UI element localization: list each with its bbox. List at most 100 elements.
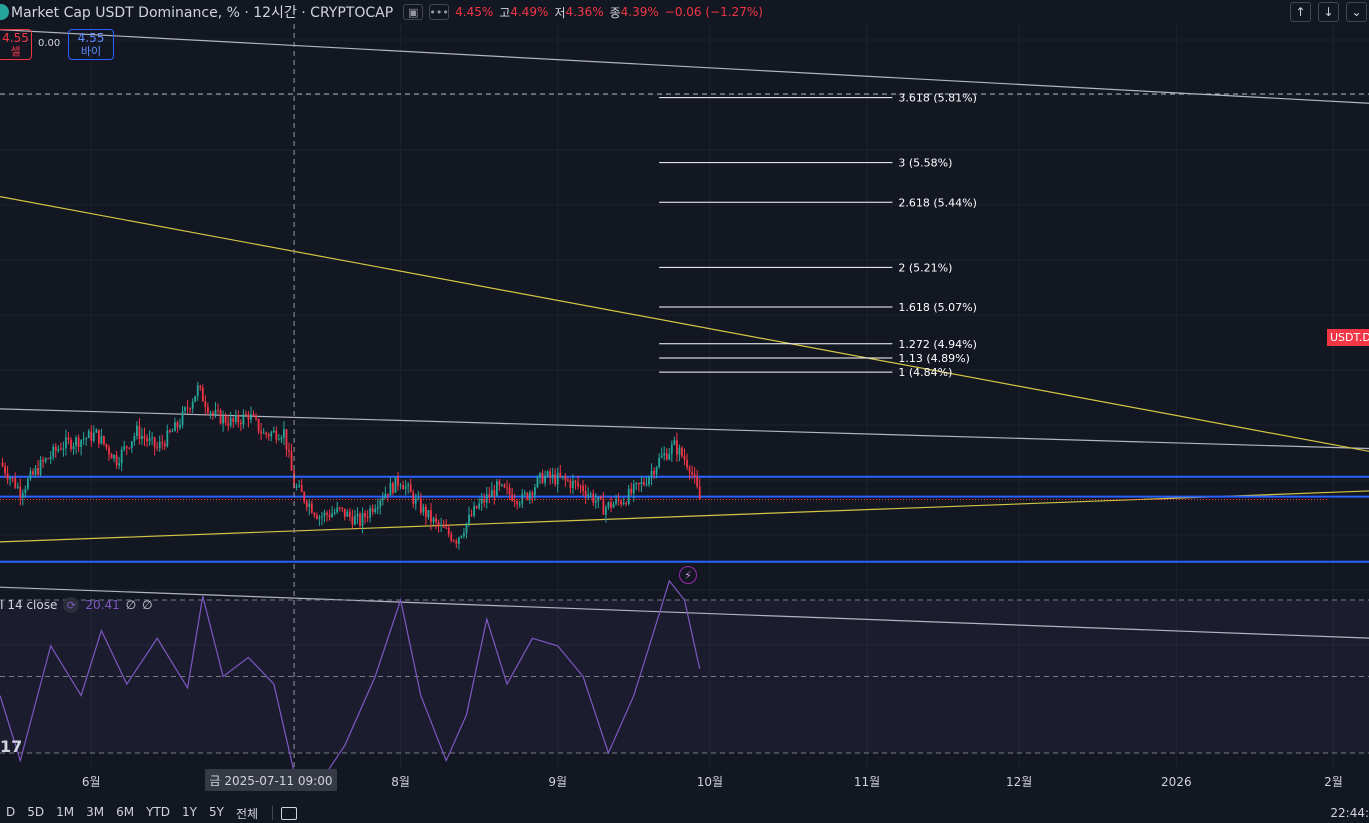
ohlc-open: 4.45% — [455, 5, 494, 19]
candle-body — [374, 508, 377, 512]
candle-body — [196, 385, 199, 397]
candle-body — [455, 540, 458, 544]
candle-body — [346, 511, 349, 517]
symbol-title[interactable]: Market Cap USDT Dominance, % · 12시간 · CR… — [11, 5, 394, 21]
trendlines — [0, 29, 1369, 639]
candle-body — [460, 535, 463, 538]
range-button[interactable]: YTD — [146, 804, 171, 819]
candle-body — [359, 514, 361, 526]
fib-level-label: 3 (5.58%) — [898, 157, 952, 170]
candle-body — [72, 445, 75, 450]
candle-body — [100, 436, 103, 444]
range-button[interactable]: 1M — [56, 804, 75, 819]
candle-body — [414, 498, 417, 504]
candle-body — [19, 486, 22, 498]
candle-body — [549, 471, 552, 478]
candle-body — [620, 500, 623, 505]
candle-body — [206, 407, 209, 413]
candle-body — [262, 432, 265, 434]
x-tick-label: 8월 — [391, 775, 410, 789]
candle-body — [470, 514, 473, 516]
symbol-logo-icon — [0, 4, 9, 20]
range-button[interactable]: 6M — [116, 804, 135, 819]
x-tick-label: 10월 — [697, 775, 723, 789]
candle-body — [39, 460, 42, 475]
candle-body — [475, 506, 478, 509]
candle-body — [392, 482, 394, 493]
candle-body — [556, 472, 559, 485]
range-button[interactable]: 5D — [27, 804, 45, 819]
candle-body — [321, 516, 323, 518]
candle-body — [508, 487, 511, 495]
candle-body — [57, 448, 60, 451]
candle-body — [528, 492, 531, 500]
candle-body — [643, 482, 645, 485]
candle-body — [283, 429, 285, 438]
sell-button[interactable]: 4.55 셀 — [0, 29, 32, 60]
candle-body — [635, 482, 638, 485]
candle-body — [323, 512, 326, 517]
range-button[interactable]: 1Y — [182, 804, 197, 819]
arrow-up-icon[interactable]: ↑ — [1290, 2, 1311, 22]
candle-body — [285, 429, 288, 450]
tradingview-logo-icon[interactable]: 17 — [0, 737, 23, 756]
range-button[interactable]: 5Y — [209, 804, 224, 819]
fib-level-label: 2 (5.21%) — [898, 261, 952, 274]
calendar-icon[interactable] — [281, 806, 298, 820]
range-button[interactable]: D — [6, 804, 16, 819]
candle-body — [569, 480, 572, 488]
candle-body — [490, 490, 493, 498]
candle-body — [594, 500, 597, 503]
sell-price: 4.55 — [2, 31, 29, 45]
candle-body — [559, 472, 562, 477]
candle-body — [232, 417, 235, 422]
candle-body — [70, 439, 72, 450]
candle-body — [686, 459, 688, 468]
candle-body — [174, 422, 176, 432]
candle-body — [275, 430, 278, 440]
candle-body — [465, 523, 468, 534]
buy-button[interactable]: 4.55 바이 — [68, 29, 114, 60]
candle-body — [204, 401, 207, 408]
range-button[interactable]: 3M — [86, 804, 105, 819]
rsi-line — [0, 579, 701, 785]
candle-body — [82, 439, 85, 441]
candle-body — [153, 437, 156, 448]
candle-body — [181, 410, 184, 426]
candle-body — [120, 449, 123, 464]
candle-body — [648, 477, 650, 485]
candle-body — [554, 474, 557, 485]
candle-body — [128, 447, 131, 449]
candle-body — [49, 456, 52, 459]
candle-body — [361, 513, 364, 526]
candle-body — [381, 498, 384, 501]
candle-body — [156, 447, 159, 449]
rsi-legend-label[interactable]: I 14 close — [0, 598, 58, 612]
candle-body — [407, 484, 410, 487]
ohlc-change: −0.06 (−1.27%) — [664, 5, 763, 19]
candle-body — [26, 478, 29, 489]
candle-body — [293, 470, 295, 488]
candle-body — [409, 484, 412, 493]
buy-label: 바이 — [80, 45, 102, 58]
more-dots-icon[interactable]: ••• — [429, 4, 450, 20]
candle-body — [371, 508, 374, 512]
range-button[interactable]: 전체 — [235, 806, 259, 821]
candle-body — [384, 493, 387, 499]
trendline-yellow — [0, 490, 1369, 543]
candle-body — [427, 510, 430, 518]
x-tick-label: 9월 — [548, 775, 567, 789]
lightning-icon[interactable]: ⚡ — [679, 566, 697, 584]
refresh-icon[interactable]: ⟳ — [63, 597, 80, 613]
candle-body — [4, 466, 6, 474]
candle-body — [158, 442, 161, 448]
candle-body — [247, 414, 250, 420]
camera-icon[interactable]: ▣ — [403, 4, 424, 20]
chevron-down-icon[interactable]: ⌄ — [1346, 2, 1367, 22]
candle-body — [1, 462, 4, 467]
arrow-down-icon[interactable]: ↓ — [1318, 2, 1339, 22]
candle-body — [186, 407, 189, 409]
ohlc-low: 4.36% — [565, 5, 604, 19]
candle-body — [483, 498, 486, 503]
